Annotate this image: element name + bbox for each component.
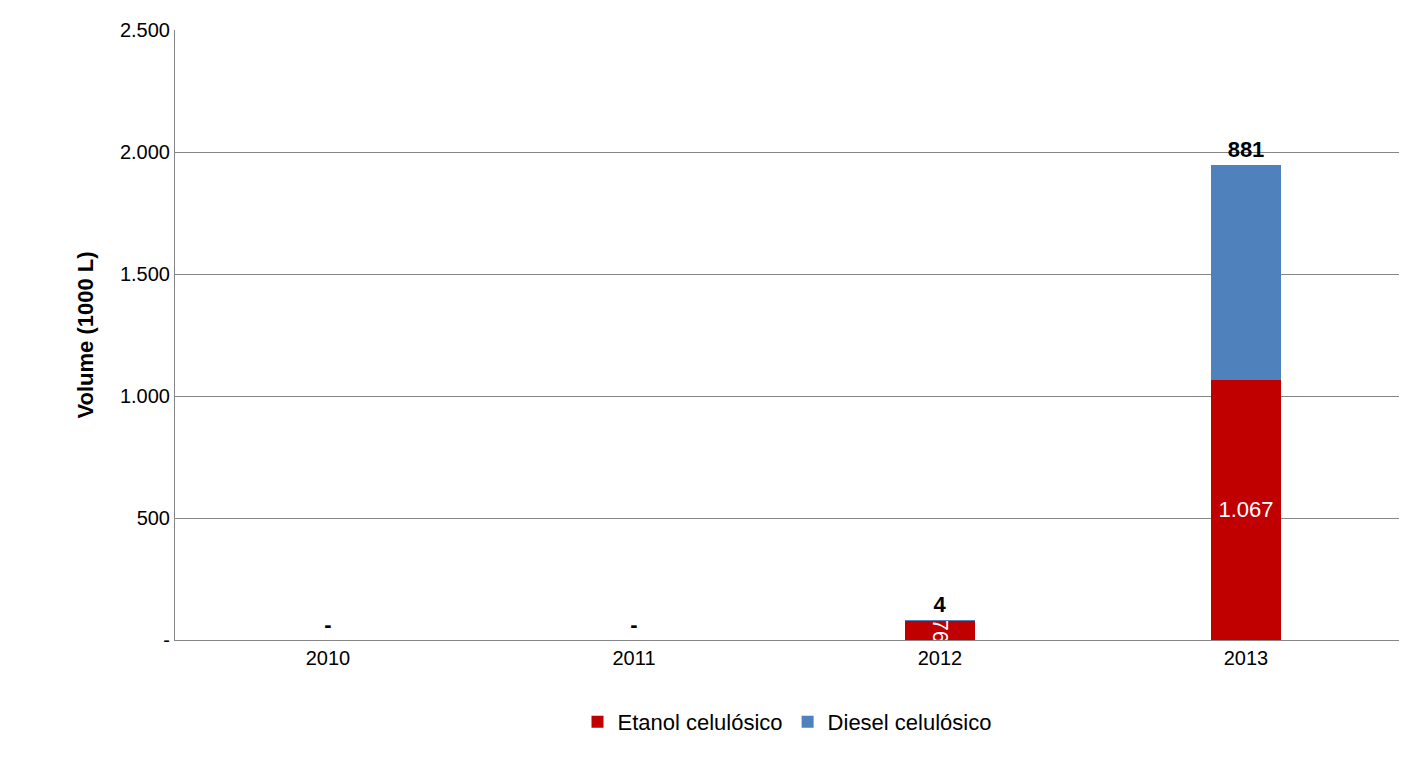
svg-text:881: 881 (1228, 137, 1265, 162)
svg-text:Diesel celulósico: Diesel celulósico (828, 710, 992, 735)
svg-text:1.067: 1.067 (1218, 497, 1273, 522)
svg-text:-: - (630, 612, 637, 637)
svg-text:2011: 2011 (612, 647, 655, 669)
svg-text:2.000: 2.000 (120, 141, 170, 163)
svg-text:2013: 2013 (1224, 647, 1269, 669)
svg-text:Etanol celulósico: Etanol celulósico (618, 710, 783, 735)
svg-text:-: - (324, 612, 331, 637)
svg-text:2012: 2012 (918, 647, 963, 669)
svg-text:500: 500 (137, 507, 170, 529)
svg-text:1.500: 1.500 (120, 263, 170, 285)
svg-text:Volume (1000 L): Volume (1000 L) (73, 251, 98, 418)
svg-text:2.500: 2.500 (120, 19, 170, 41)
svg-text:76: 76 (928, 618, 953, 642)
svg-text:1.000: 1.000 (120, 385, 170, 407)
svg-text:-: - (163, 629, 170, 651)
svg-text:2010: 2010 (306, 647, 351, 669)
svg-text:4: 4 (934, 592, 947, 617)
